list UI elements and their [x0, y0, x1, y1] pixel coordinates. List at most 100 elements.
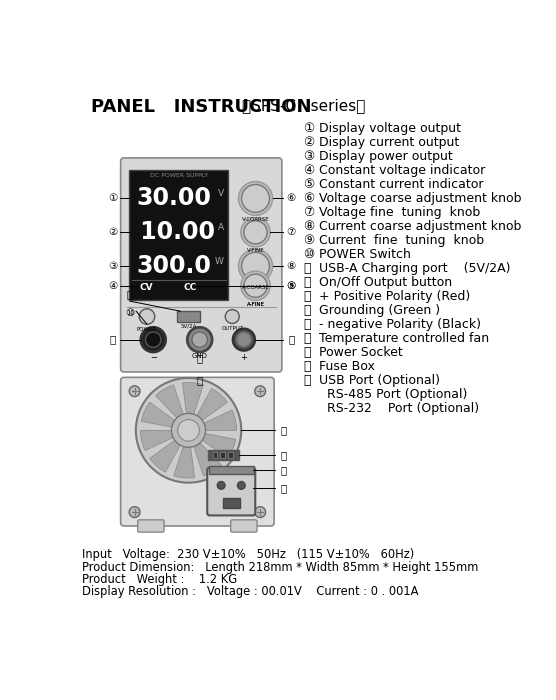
Text: ⑭: ⑭	[197, 375, 203, 386]
Text: ⑥: ⑥	[286, 193, 296, 204]
Text: ③: ③	[304, 150, 315, 163]
FancyBboxPatch shape	[121, 377, 274, 526]
FancyBboxPatch shape	[208, 450, 240, 460]
Text: V: V	[217, 189, 224, 198]
Polygon shape	[156, 385, 183, 418]
Text: ⑲: ⑲	[280, 450, 286, 460]
Circle shape	[241, 271, 270, 300]
Text: ⑩: ⑩	[304, 248, 315, 261]
Text: ⑬: ⑬	[304, 290, 311, 303]
Circle shape	[233, 329, 255, 351]
Text: ⑯: ⑯	[304, 332, 311, 345]
Text: ④: ④	[108, 281, 117, 290]
Text: ⑫: ⑫	[304, 276, 311, 289]
FancyBboxPatch shape	[177, 311, 201, 322]
Text: ⑫: ⑫	[197, 353, 203, 363]
Text: Power Socket: Power Socket	[319, 346, 403, 359]
FancyBboxPatch shape	[208, 466, 254, 474]
Text: RS-485 Port (Optional): RS-485 Port (Optional)	[319, 388, 468, 401]
Polygon shape	[150, 440, 180, 472]
Text: Display power output: Display power output	[319, 150, 453, 163]
Text: Fuse Box: Fuse Box	[319, 360, 375, 373]
Text: ⑪: ⑪	[127, 289, 133, 299]
Polygon shape	[141, 402, 175, 427]
FancyBboxPatch shape	[138, 520, 164, 532]
Text: ⑤: ⑤	[286, 281, 296, 290]
Text: USB-A Charging port    (5V/2A): USB-A Charging port (5V/2A)	[319, 262, 510, 275]
Circle shape	[129, 507, 140, 517]
Text: ⑧: ⑧	[286, 261, 296, 271]
Text: ⑰: ⑰	[280, 483, 286, 493]
Text: GND: GND	[192, 354, 207, 360]
FancyBboxPatch shape	[129, 170, 229, 300]
Polygon shape	[141, 430, 173, 451]
FancyBboxPatch shape	[121, 158, 282, 372]
Circle shape	[237, 332, 251, 346]
Text: ①: ①	[108, 193, 117, 204]
Text: DC POWER SUPPLY: DC POWER SUPPLY	[150, 173, 208, 178]
Text: Display Resolution :   Voltage : 00.01V    Current : 0 . 001A: Display Resolution : Voltage : 00.01V Cu…	[82, 585, 419, 598]
Text: ⑩: ⑩	[125, 309, 135, 318]
Text: On/Off Output button: On/Off Output button	[319, 276, 452, 289]
Text: ⑭: ⑭	[304, 304, 311, 317]
Text: ⑥: ⑥	[304, 192, 315, 205]
Polygon shape	[173, 447, 195, 478]
Text: 10.00: 10.00	[132, 220, 215, 244]
Text: Constant voltage indicator: Constant voltage indicator	[319, 164, 485, 177]
Text: Display voltage output: Display voltage output	[319, 122, 461, 134]
Text: ⑦: ⑦	[286, 228, 296, 237]
Text: ④: ④	[304, 164, 315, 177]
Text: CV: CV	[139, 283, 153, 292]
Circle shape	[136, 378, 241, 483]
Circle shape	[237, 482, 245, 489]
Text: 30.00: 30.00	[136, 186, 211, 211]
Polygon shape	[202, 433, 236, 459]
Polygon shape	[194, 442, 221, 476]
Text: ⑮: ⑮	[110, 335, 116, 344]
Text: Input   Voltage:  230 V±10%   50Hz   (115 V±10%   60Hz): Input Voltage: 230 V±10% 50Hz (115 V±10%…	[82, 548, 414, 561]
Text: 5V/2A: 5V/2A	[181, 323, 197, 328]
Circle shape	[255, 507, 266, 517]
Text: RS-232    Port (Optional): RS-232 Port (Optional)	[319, 402, 479, 415]
Circle shape	[255, 386, 266, 397]
Text: −: −	[150, 354, 157, 363]
Polygon shape	[197, 389, 227, 421]
Circle shape	[139, 309, 155, 324]
Circle shape	[241, 185, 270, 212]
Circle shape	[225, 309, 239, 323]
Text: Product   Weight :    1.2 KG: Product Weight : 1.2 KG	[82, 573, 237, 586]
Text: Current coarse adjustment knob: Current coarse adjustment knob	[319, 220, 522, 233]
Circle shape	[217, 482, 225, 489]
Text: ⑨: ⑨	[304, 234, 315, 247]
Circle shape	[244, 220, 267, 244]
Text: Grounding (Green ): Grounding (Green )	[319, 304, 440, 317]
Circle shape	[141, 328, 166, 352]
Text: 300.0: 300.0	[136, 254, 211, 278]
FancyBboxPatch shape	[231, 520, 257, 532]
Text: Temperature controlled fan: Temperature controlled fan	[319, 332, 489, 345]
FancyBboxPatch shape	[212, 452, 217, 458]
Polygon shape	[204, 410, 237, 430]
Circle shape	[129, 386, 140, 397]
Circle shape	[146, 332, 161, 347]
Circle shape	[239, 249, 272, 283]
Circle shape	[192, 332, 207, 347]
Text: ⑱: ⑱	[304, 360, 311, 373]
Circle shape	[187, 328, 212, 352]
Text: OUTPUT: OUTPUT	[221, 326, 244, 331]
Text: ②: ②	[304, 136, 315, 148]
Text: ⑰: ⑰	[304, 346, 311, 359]
Text: ①: ①	[304, 122, 315, 134]
Text: ⑪: ⑪	[304, 262, 311, 275]
Text: （SPS-C   series）: （SPS-C series）	[241, 98, 365, 113]
Text: ⑯: ⑯	[280, 426, 286, 435]
Text: +: +	[240, 353, 247, 362]
Text: A-COARSE: A-COARSE	[241, 285, 270, 290]
FancyBboxPatch shape	[220, 452, 225, 458]
Text: ⑦: ⑦	[304, 206, 315, 219]
Text: PANEL   INSTRUCTION: PANEL INSTRUCTION	[91, 98, 312, 116]
Text: POWER Switch: POWER Switch	[319, 248, 411, 261]
Text: W: W	[215, 257, 224, 266]
Text: POWER: POWER	[137, 326, 157, 332]
FancyBboxPatch shape	[228, 452, 233, 458]
